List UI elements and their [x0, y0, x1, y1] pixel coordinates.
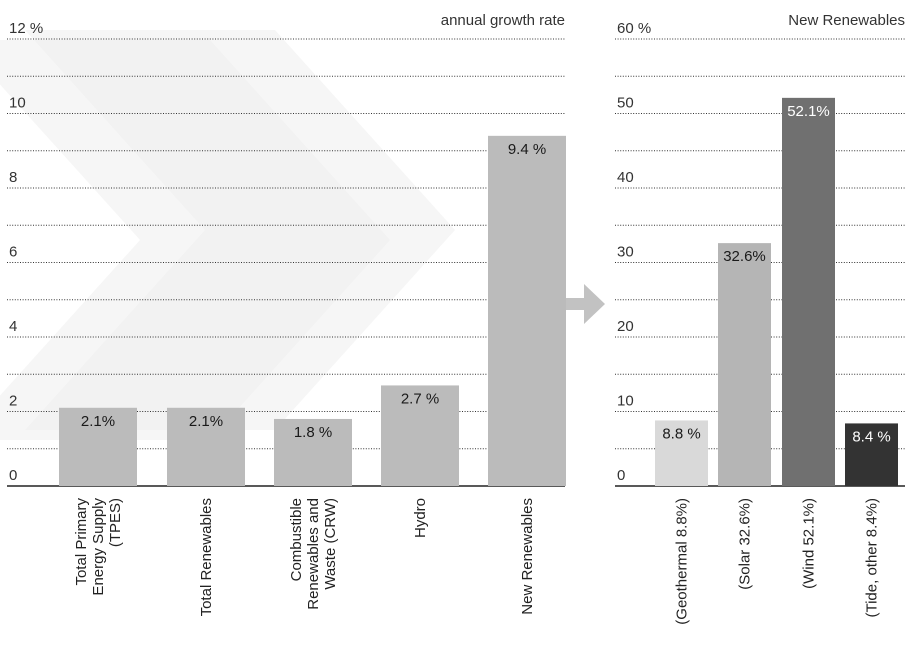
- bar-data-label: 8.4 %: [852, 428, 890, 445]
- category-label-line: (TPES): [107, 498, 124, 547]
- y-tick-label: 0: [617, 467, 625, 484]
- bar: [488, 135, 566, 486]
- category-label-line: Hydro: [412, 498, 429, 538]
- right-bars: 8.8 % 32.6% 52.1% 8.4 %: [655, 97, 898, 486]
- background-chevrons: [0, 30, 455, 440]
- category-label: Total Renewables: [198, 498, 215, 616]
- right-chart-title: New Renewables: [788, 12, 905, 29]
- y-tick-label: 50: [617, 95, 634, 112]
- bar: [655, 420, 708, 486]
- bar-data-label: 52.1%: [787, 103, 830, 120]
- bar-data-label: 1.8 %: [294, 424, 332, 441]
- category-label-line: Renewables and: [305, 498, 322, 610]
- category-label-line: (Tide, other 8.4%): [864, 498, 881, 618]
- category-label-line: (Solar 32.6%): [737, 498, 754, 590]
- bar: [782, 97, 835, 486]
- category-label-line: New Renewables: [519, 498, 536, 615]
- category-label: Total Primary Energy Supply (TPES): [73, 498, 124, 596]
- category-label: (Solar 32.6%): [737, 498, 754, 590]
- y-tick-label: 10: [617, 393, 634, 410]
- y-tick-label: 30: [617, 244, 634, 261]
- background-chevron: [25, 30, 455, 430]
- category-label-line: Total Renewables: [198, 498, 215, 616]
- y-tick-label: 60 %: [617, 20, 651, 37]
- bar: [274, 418, 352, 486]
- bar-data-label: 2.7 %: [401, 390, 439, 407]
- bar-data-label: 2.1%: [189, 413, 223, 430]
- y-tick-label: 2: [9, 393, 17, 410]
- category-label: (Tide, other 8.4%): [864, 498, 881, 618]
- category-label-line: Total Primary: [73, 498, 90, 586]
- bar-data-label: 9.4 %: [508, 141, 546, 158]
- y-tick-label: 40: [617, 169, 634, 186]
- new-renewables-chart: 0 10 20 30 40 50 60 % New Renewables 8.8 % 32.6…: [615, 12, 905, 625]
- y-tick-label: 20: [617, 318, 634, 335]
- y-tick-label: 8: [9, 169, 17, 186]
- y-tick-label: 4: [9, 318, 17, 335]
- category-label-line: (Wind 52.1%): [801, 498, 818, 589]
- bar-data-label: 8.8 %: [662, 425, 700, 442]
- y-tick-label: 0: [9, 467, 17, 484]
- left-category-labels: Total Primary Energy Supply (TPES) Total Re…: [73, 498, 536, 617]
- bar: [845, 423, 898, 486]
- right-y-tick-labels: 0 10 20 30 40 50 60 %: [617, 20, 651, 484]
- right-category-labels: (Geothermal 8.8%) (Solar 32.6%) (Wind 52.1…: [674, 498, 881, 625]
- category-label-line: Energy Supply: [90, 498, 107, 596]
- category-label-line: Waste (CRW): [322, 498, 339, 590]
- right-arrow-icon-shape: [566, 284, 605, 324]
- category-label: Hydro: [412, 498, 429, 538]
- category-label: (Wind 52.1%): [801, 498, 818, 589]
- bar-data-label: 2.1%: [81, 413, 115, 430]
- category-label: Combustible Renewables and Waste (CRW): [288, 498, 339, 610]
- y-tick-label: 6: [9, 244, 17, 261]
- left-chart-title: annual growth rate: [441, 12, 565, 29]
- category-label-line: Combustible: [288, 498, 305, 581]
- left-bars: 2.1% 2.1% 1.8 % 2.7 % 9.4 %: [59, 135, 566, 486]
- y-tick-label: 10: [9, 95, 26, 112]
- category-label: New Renewables: [519, 498, 536, 615]
- bar: [381, 385, 459, 486]
- bar: [59, 407, 137, 486]
- category-label-line: (Geothermal 8.8%): [674, 498, 691, 625]
- left-y-tick-labels: 0 2 4 6 8 10 12 %: [9, 20, 43, 484]
- bar: [718, 243, 771, 486]
- y-tick-label: 12 %: [9, 20, 43, 37]
- annual-growth-rate-chart: 0 2 4 6 8 10 12 % annual growth rate 2.1% 2.1% 1…: [7, 12, 566, 616]
- category-label: (Geothermal 8.8%): [674, 498, 691, 625]
- bar: [167, 407, 245, 486]
- right-arrow-icon: [566, 284, 605, 324]
- bar-data-label: 32.6%: [723, 248, 766, 265]
